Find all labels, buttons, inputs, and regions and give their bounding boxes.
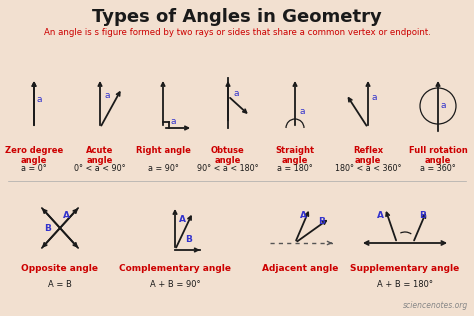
Text: 0° < a < 90°: 0° < a < 90° xyxy=(74,164,126,173)
Text: Adjacent angle: Adjacent angle xyxy=(262,264,338,273)
Text: 90° < a < 180°: 90° < a < 180° xyxy=(197,164,259,173)
Text: Complementary angle: Complementary angle xyxy=(119,264,231,273)
Text: a: a xyxy=(441,101,447,110)
Text: a: a xyxy=(372,93,377,102)
Text: A: A xyxy=(63,211,70,220)
Text: Zero degree
angle: Zero degree angle xyxy=(5,146,63,165)
Text: 180° < a < 360°: 180° < a < 360° xyxy=(335,164,401,173)
Text: a = 0°: a = 0° xyxy=(21,164,47,173)
Text: Reflex
angle: Reflex angle xyxy=(353,146,383,165)
Text: A = B: A = B xyxy=(48,280,72,289)
Text: A + B = 180°: A + B = 180° xyxy=(377,280,433,289)
Text: A: A xyxy=(179,215,186,224)
Text: Straight
angle: Straight angle xyxy=(275,146,315,165)
Text: a = 90°: a = 90° xyxy=(147,164,178,173)
Text: B: B xyxy=(419,211,426,220)
Text: Opposite angle: Opposite angle xyxy=(21,264,99,273)
Text: A: A xyxy=(377,211,384,220)
Text: A: A xyxy=(300,211,307,220)
Text: An angle is s figure formed by two rays or sides that share a common vertex or e: An angle is s figure formed by two rays … xyxy=(44,28,430,37)
Text: a = 360°: a = 360° xyxy=(420,164,456,173)
Text: sciencenotes.org: sciencenotes.org xyxy=(403,301,468,310)
Text: a = 180°: a = 180° xyxy=(277,164,313,173)
Text: Right angle: Right angle xyxy=(136,146,191,155)
Text: Obtuse
angle: Obtuse angle xyxy=(211,146,245,165)
Text: Acute
angle: Acute angle xyxy=(86,146,114,165)
Text: a: a xyxy=(300,107,306,116)
Text: B: B xyxy=(185,235,192,244)
Text: A + B = 90°: A + B = 90° xyxy=(150,280,201,289)
Text: a: a xyxy=(171,117,176,126)
Text: B: B xyxy=(318,217,325,226)
Text: Full rotation
angle: Full rotation angle xyxy=(409,146,467,165)
Text: a: a xyxy=(234,89,239,98)
Text: Supplementary angle: Supplementary angle xyxy=(350,264,460,273)
Text: B: B xyxy=(44,224,51,233)
Text: Types of Angles in Geometry: Types of Angles in Geometry xyxy=(92,8,382,26)
Text: a: a xyxy=(105,91,110,100)
Text: a: a xyxy=(37,95,43,104)
